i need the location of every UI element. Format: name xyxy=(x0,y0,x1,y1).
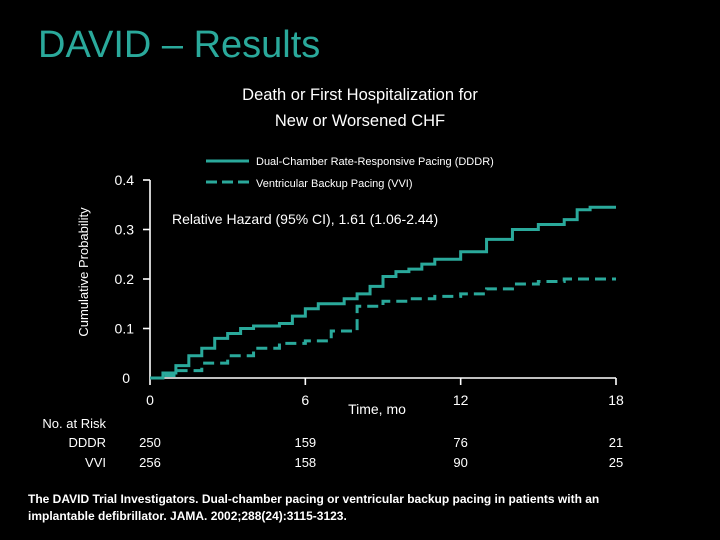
at-risk-row-vvi-name: VVI xyxy=(85,455,106,470)
at-risk-value: 76 xyxy=(453,435,467,450)
x-tick-label: 6 xyxy=(301,392,309,408)
y-axis-label: Cumulative Probability xyxy=(76,207,91,337)
y-tick-label: 0.4 xyxy=(115,172,135,188)
at-risk-value: 25 xyxy=(609,455,623,470)
series-line-dddr xyxy=(150,205,616,380)
at-risk-value: 21 xyxy=(609,435,623,450)
y-tick-label: 0.2 xyxy=(115,271,135,287)
at-risk-value: 256 xyxy=(139,455,161,470)
x-tick-label: 0 xyxy=(146,392,154,408)
chart-title-line-2: New or Worsened CHF xyxy=(274,112,446,130)
slide-title: DAVID – Results xyxy=(38,24,321,66)
legend-label-vvi: Ventricular Backup Pacing (VVI) xyxy=(256,178,413,190)
at-risk-values: 250 159 76 21 256 158 90 25 xyxy=(139,435,623,470)
x-tick-label: 12 xyxy=(453,392,469,408)
km-chart: Cumulative Probability 0 0.1 0.2 0.3 0.4 0 6 1… xyxy=(42,156,624,470)
at-risk-row-dddr-name: DDDR xyxy=(68,435,106,450)
at-risk-value: 159 xyxy=(294,435,316,450)
series-line-vvi xyxy=(150,277,616,380)
at-risk-label: No. at Risk xyxy=(42,416,106,431)
legend: Dual-Chamber Rate-Responsive Pacing (DDD… xyxy=(206,156,494,190)
at-risk-value: 158 xyxy=(294,455,316,470)
at-risk-value: 250 xyxy=(139,435,161,450)
y-tick-label: 0.3 xyxy=(115,222,135,238)
y-tick-label: 0.1 xyxy=(115,321,135,337)
at-risk-value: 90 xyxy=(453,455,467,470)
x-tick-label: 18 xyxy=(608,392,624,408)
chart-title: Death or First Hospitalization for New o… xyxy=(190,82,530,134)
hazard-annotation: Relative Hazard (95% CI), 1.61 (1.06-2.4… xyxy=(172,211,438,227)
legend-label-dddr: Dual-Chamber Rate-Responsive Pacing (DDD… xyxy=(256,156,494,168)
x-axis-label: Time, mo xyxy=(348,401,406,417)
y-tick-label: 0 xyxy=(122,370,130,386)
series-layer xyxy=(150,205,616,380)
citation: The DAVID Trial Investigators. Dual-cham… xyxy=(28,492,600,523)
chart-title-line-1: Death or First Hospitalization for xyxy=(242,86,478,104)
y-ticks: 0 0.1 0.2 0.3 0.4 xyxy=(115,172,150,386)
